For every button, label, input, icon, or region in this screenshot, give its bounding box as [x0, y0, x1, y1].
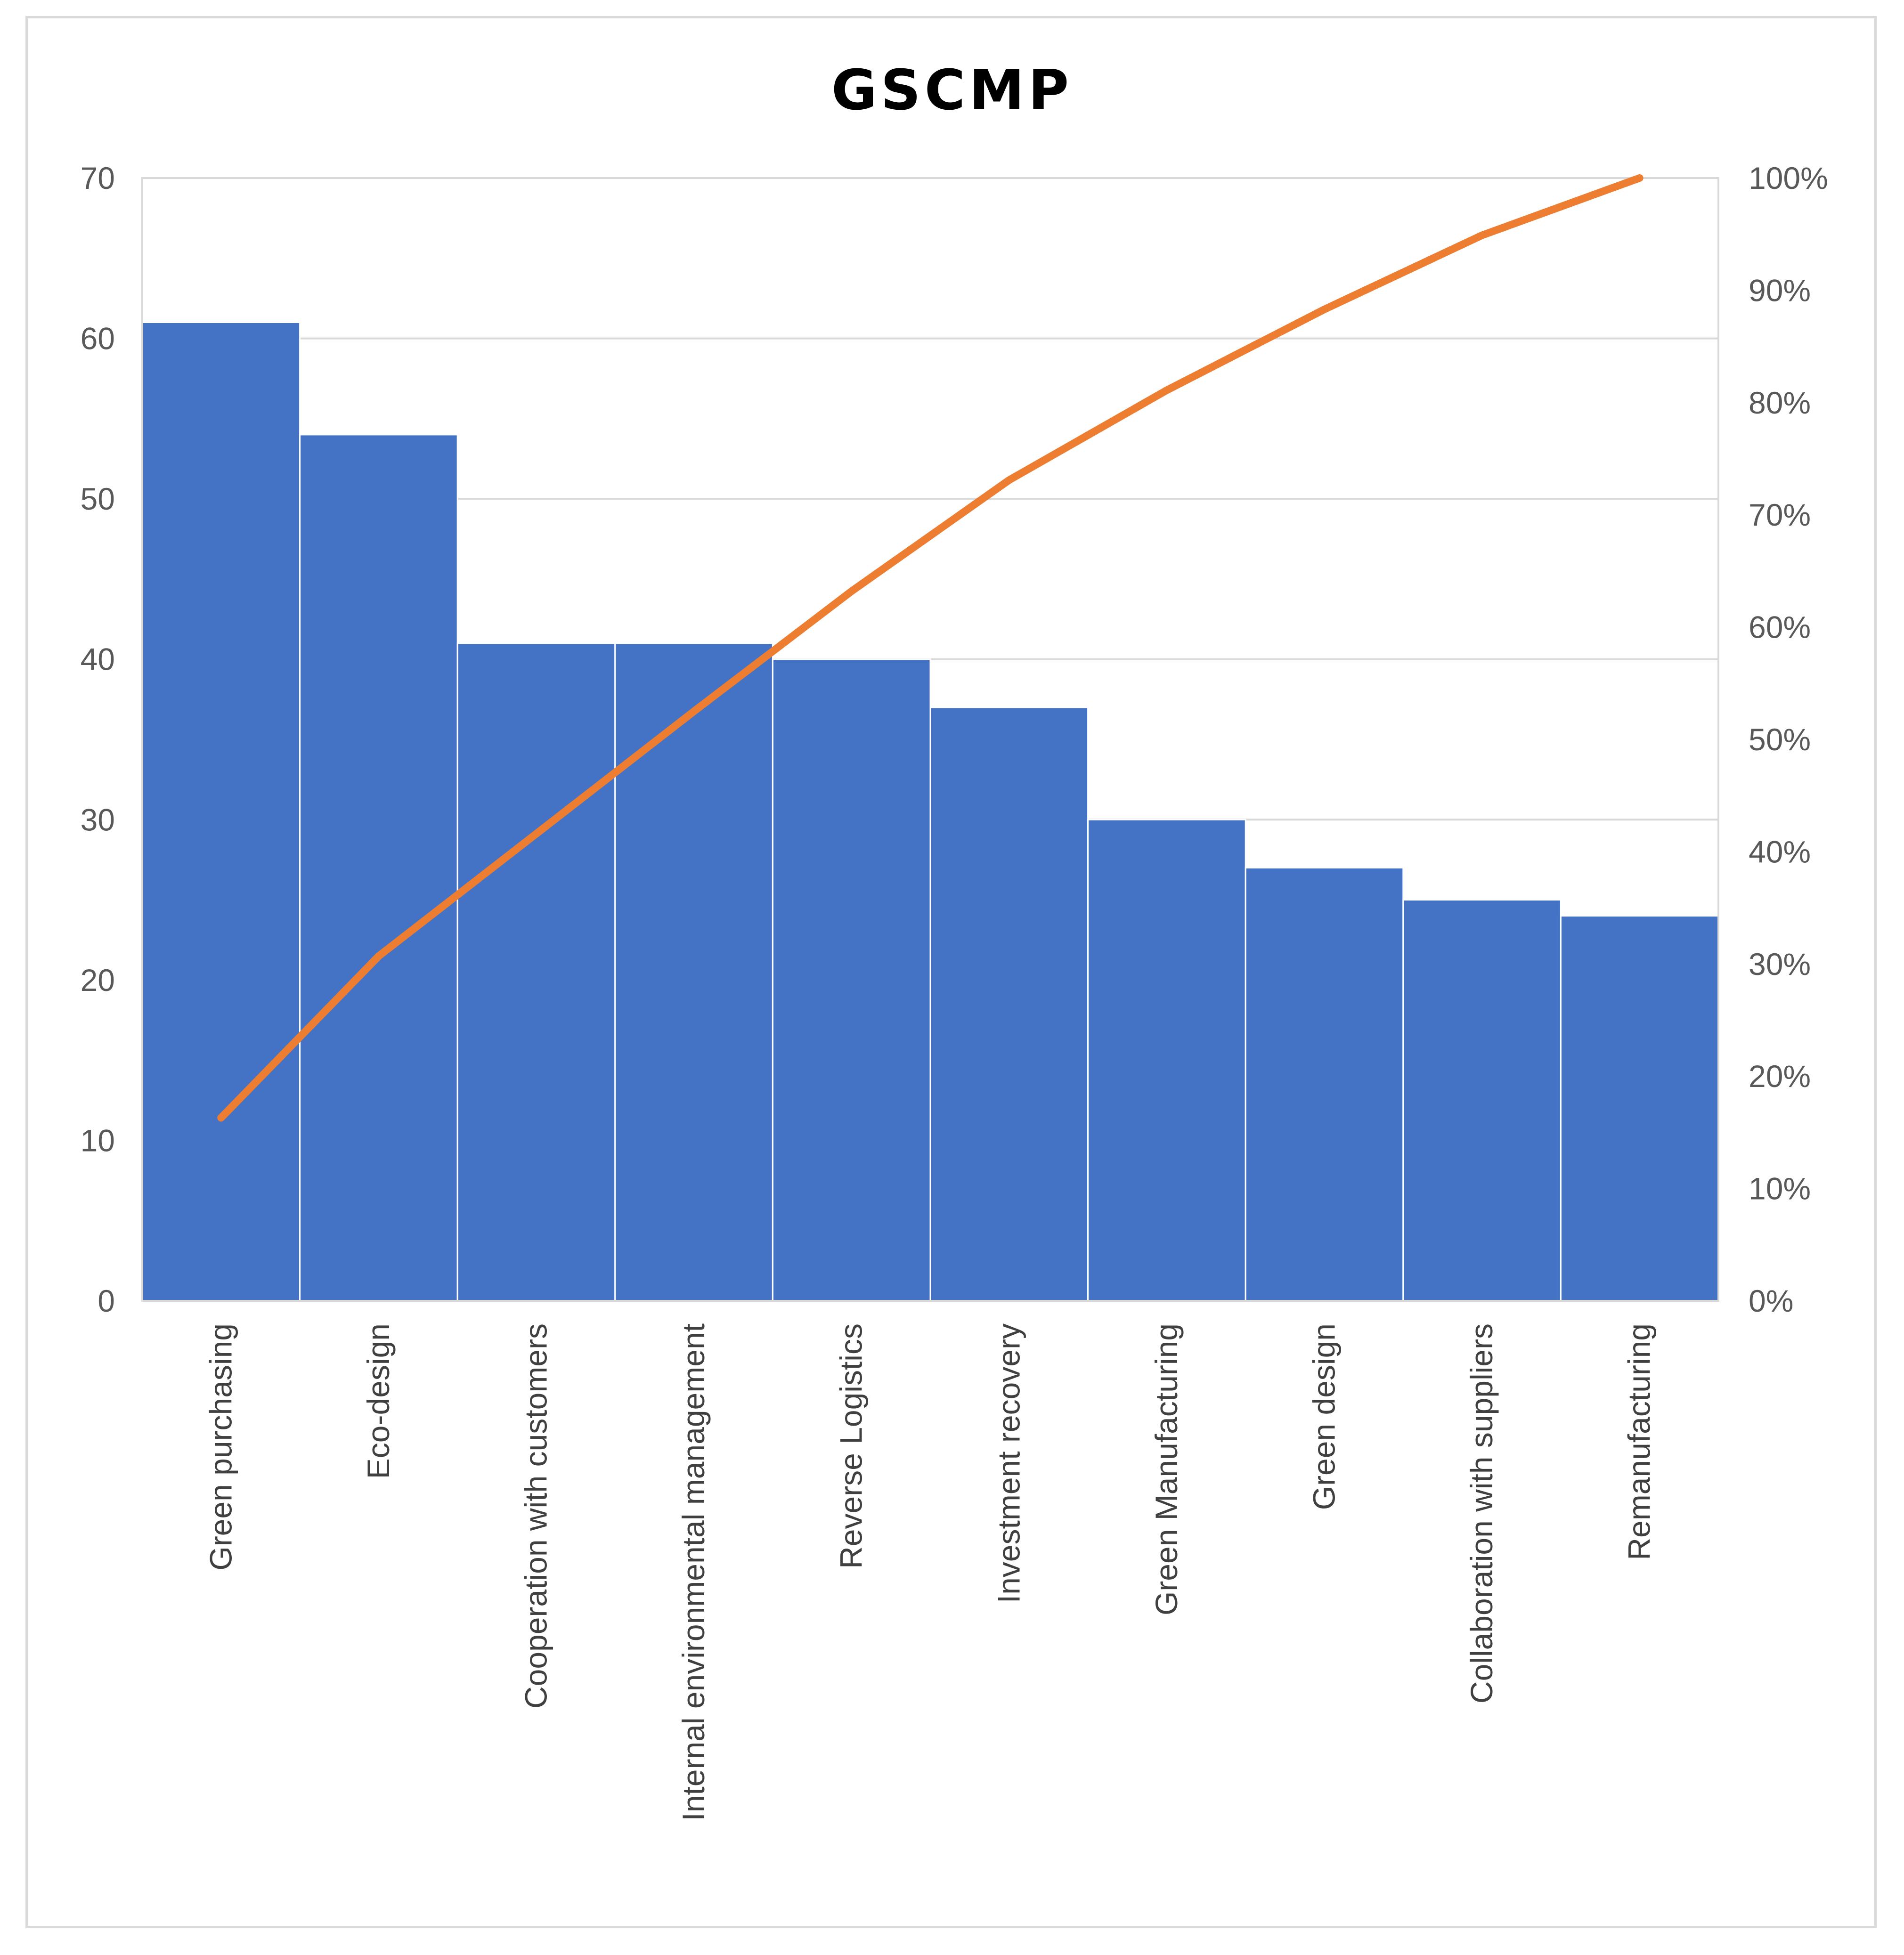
left-tick-label: 70 [81, 161, 115, 195]
right-tick-label: 50% [1749, 722, 1811, 757]
right-tick-label: 10% [1749, 1171, 1811, 1206]
right-tick-label: 70% [1749, 497, 1811, 532]
bar [1402, 899, 1562, 1302]
bar [929, 706, 1089, 1302]
right-tick-label: 30% [1749, 947, 1811, 982]
bar [141, 322, 301, 1302]
cumulative-line [217, 174, 1644, 1122]
left-tick-label: 40 [81, 642, 115, 677]
cumulative-line-series [217, 174, 1644, 1122]
plot-area-border [141, 177, 1719, 1302]
left-tick-label: 10 [81, 1123, 115, 1158]
right-tick-label: 60% [1749, 610, 1811, 645]
bar [614, 642, 773, 1302]
left-tick-label: 50 [81, 481, 115, 516]
left-tick-label: 0 [98, 1283, 115, 1318]
right-tick-label: 90% [1749, 273, 1811, 308]
category-label: Cooperation with customers [519, 1323, 553, 1709]
right-axis-tick-labels: 0% 10% 20% 30% 40% 50% 60% 70% 80% 90% 100% [1749, 161, 1828, 1318]
category-label: Remanufacturing [1622, 1323, 1657, 1560]
left-axis-tick-labels: 0 10 20 30 40 50 60 70 [81, 161, 115, 1318]
category-label: Collaboration with suppliers [1464, 1323, 1499, 1704]
right-tick-label: 20% [1749, 1059, 1811, 1094]
bar [1560, 915, 1719, 1302]
right-tick-label: 100% [1749, 161, 1828, 195]
category-label: Eco-design [361, 1323, 396, 1479]
category-label: Green purchasing [203, 1323, 238, 1571]
bar [1245, 867, 1404, 1302]
category-label: Reverse Logistics [834, 1323, 869, 1569]
category-label: Internal environmental management [676, 1323, 711, 1821]
bar [772, 658, 931, 1302]
category-label: Green Manufacturing [1149, 1323, 1184, 1615]
category-label: Green design [1307, 1323, 1342, 1510]
left-tick-label: 30 [81, 802, 115, 837]
left-tick-label: 60 [81, 321, 115, 356]
right-tick-label: 0% [1749, 1283, 1793, 1318]
right-tick-label: 40% [1749, 834, 1811, 869]
left-tick-label: 20 [81, 963, 115, 998]
bar [299, 434, 458, 1302]
right-tick-label: 80% [1749, 385, 1811, 420]
bar [456, 642, 616, 1302]
category-label: Investment recovery [991, 1323, 1026, 1603]
chart-title: GSCMP [831, 57, 1073, 122]
bar [1087, 819, 1246, 1302]
category-axis-labels: Green purchasing Eco-design Cooperation wi… [203, 1323, 1656, 1821]
bar-series [141, 322, 1719, 1302]
